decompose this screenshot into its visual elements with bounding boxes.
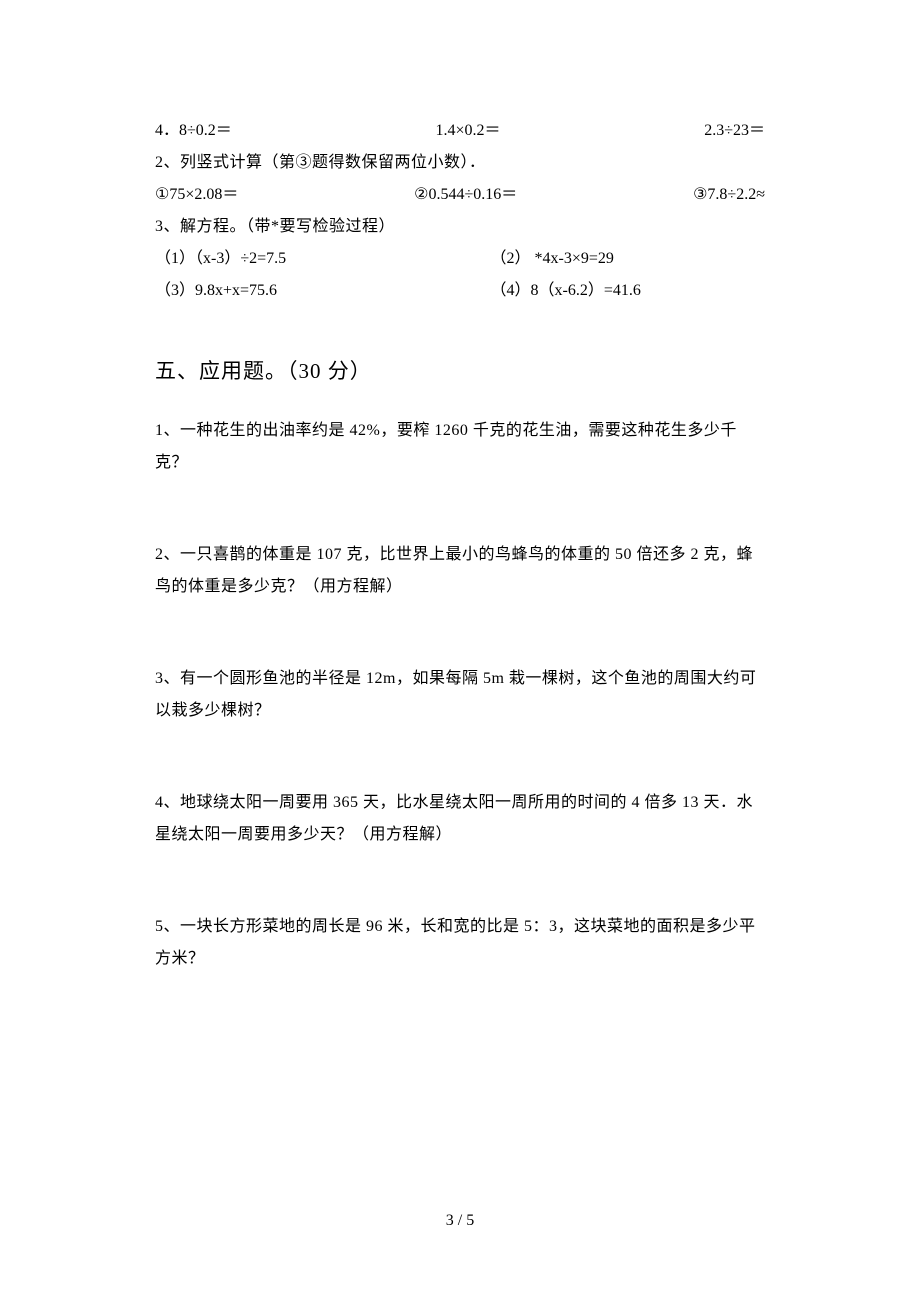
eq-2-1: （3）9.8x+x=75.6 xyxy=(155,275,491,307)
page-content: 4．8÷0.2＝ 1.4×0.2＝ 2.3÷23＝ 2、列竖式计算（第③题得数保… xyxy=(0,0,920,975)
equation-row-2: （3）9.8x+x=75.6 （4）8（x-6.2）=41.6 xyxy=(155,275,765,307)
calc-1b: 1.4×0.2＝ xyxy=(435,115,500,147)
calc-1a: 4．8÷0.2＝ xyxy=(155,115,232,147)
eq-1-2: （2） *4x-3×9=29 xyxy=(491,243,766,275)
question-4: 4、地球绕太阳一周要用 365 天，比水星绕太阳一周所用的时间的 4 倍多 13… xyxy=(155,787,765,851)
calc-2a: ①75×2.08＝ xyxy=(155,179,238,211)
question-2: 2、一只喜鹊的体重是 107 克，比世界上最小的鸟蜂鸟的体重的 50 倍还多 2… xyxy=(155,539,765,603)
page-number: 3 / 5 xyxy=(0,1212,920,1230)
question-1: 1、一种花生的出油率约是 42%，要榨 1260 千克的花生油，需要这种花生多少… xyxy=(155,415,765,479)
instruction-3: 3、解方程。（带*要写检验过程） xyxy=(155,211,765,243)
eq-1-1: （1）（x-3）÷2=7.5 xyxy=(155,243,491,275)
eq-2-2: （4）8（x-6.2）=41.6 xyxy=(491,275,766,307)
calc-2b: ②0.544÷0.16＝ xyxy=(414,179,517,211)
section-5-title: 五、应用题。（30 分） xyxy=(155,355,765,385)
calc-row-2: ①75×2.08＝ ②0.544÷0.16＝ ③7.8÷2.2≈ xyxy=(155,179,765,211)
equation-row-1: （1）（x-3）÷2=7.5 （2） *4x-3×9=29 xyxy=(155,243,765,275)
calc-row-1: 4．8÷0.2＝ 1.4×0.2＝ 2.3÷23＝ xyxy=(155,115,765,147)
question-3: 3、有一个圆形鱼池的半径是 12m，如果每隔 5m 栽一棵树，这个鱼池的周围大约… xyxy=(155,663,765,727)
calc-1c: 2.3÷23＝ xyxy=(704,115,765,147)
instruction-2: 2、列竖式计算（第③题得数保留两位小数）． xyxy=(155,147,765,179)
calc-2c: ③7.8÷2.2≈ xyxy=(693,179,765,211)
question-5: 5、一块长方形菜地的周长是 96 米，长和宽的比是 5：3，这块菜地的面积是多少… xyxy=(155,911,765,975)
